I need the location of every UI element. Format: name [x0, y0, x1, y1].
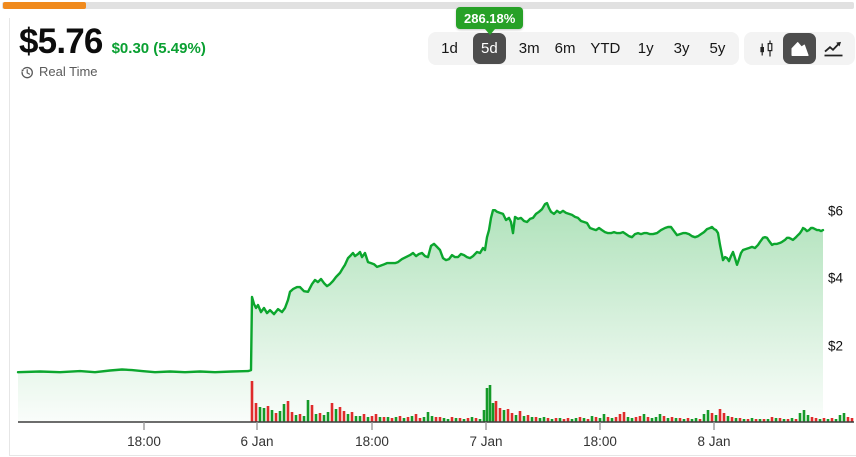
price-header: $5.76 $0.30 (5.49%) [19, 22, 206, 62]
x-axis-label: 7 Jan [469, 434, 502, 449]
chart-type-candlestick-button[interactable] [751, 33, 781, 64]
history-clock-icon [20, 65, 34, 79]
price-line [16, 201, 825, 374]
range-button-1d[interactable]: 1d [437, 33, 462, 64]
range-button-3y[interactable]: 3y [669, 33, 694, 64]
x-axis-label: 8 Jan [697, 434, 730, 449]
candlestick-icon [758, 39, 775, 58]
current-price: $5.76 [19, 22, 103, 61]
area-fill [18, 203, 823, 422]
range-button-5y[interactable]: 5y [705, 33, 730, 64]
x-axis-label: 18:00 [127, 434, 161, 449]
range-button-ytd[interactable]: YTD [588, 33, 622, 64]
area-chart-icon [790, 39, 810, 58]
progress-bar-fill [3, 2, 86, 9]
realtime-label: Real Time [39, 64, 98, 79]
y-axis-label: $4 [828, 271, 844, 286]
x-axis-label: 6 Jan [240, 434, 273, 449]
chart-type-selector [744, 32, 855, 65]
range-button-1y[interactable]: 1y [633, 33, 658, 64]
y-axis-label: $6 [828, 204, 843, 219]
chart-type-area-button[interactable] [783, 33, 816, 64]
range-button-6m[interactable]: 6m [553, 33, 578, 64]
x-axis-label: 18:00 [355, 434, 389, 449]
realtime-indicator: Real Time [20, 64, 98, 79]
price-change: $0.30 (5.49%) [111, 40, 206, 57]
gain-badge-text: 286.18% [464, 10, 516, 26]
range-button-5d[interactable]: 5d [472, 33, 506, 64]
line-chart-icon [822, 39, 845, 58]
y-axis-label: $2 [828, 339, 843, 354]
volume-bars [250, 381, 854, 422]
x-axis-label: 18:00 [583, 434, 617, 449]
range-selector: 1d 5d 3m 6m YTD 1y 3y 5y [428, 32, 739, 65]
progress-bar-track [2, 2, 854, 9]
gain-badge: 286.18% [456, 7, 524, 35]
chart-type-line-button[interactable] [818, 33, 848, 64]
range-button-3m[interactable]: 3m [517, 33, 542, 64]
